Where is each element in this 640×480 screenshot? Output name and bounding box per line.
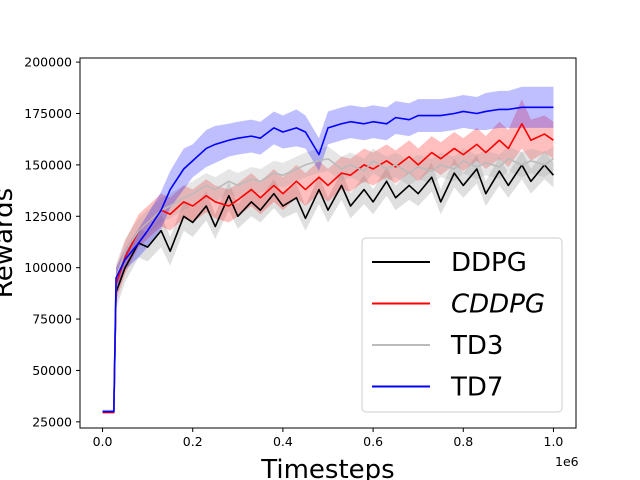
series-lines bbox=[102, 106, 555, 414]
legend-label-ddpg: DDPG bbox=[451, 248, 527, 278]
x-offset-label: 1e6 bbox=[555, 454, 579, 469]
td7-band bbox=[102, 86, 554, 412]
x-tick-label: 1.0 bbox=[544, 434, 564, 449]
x-tick-label: 0.6 bbox=[363, 434, 383, 449]
y-tick-label: 75000 bbox=[32, 312, 72, 327]
legend-label-cddpg: CDDPG bbox=[451, 290, 545, 320]
y-tick-label: 125000 bbox=[24, 209, 72, 224]
x-axis: 0.0 0.2 0.4 0.6 0.8 1.0 bbox=[93, 428, 564, 449]
legend: DDPG CDDPG TD3 TD7 bbox=[361, 237, 563, 413]
y-tick-label: 25000 bbox=[32, 414, 72, 429]
y-axis-label: Rewards bbox=[0, 188, 19, 298]
confidence-bands bbox=[102, 86, 554, 413]
legend-label-td7: TD7 bbox=[450, 373, 503, 403]
x-tick-label: 0.8 bbox=[453, 434, 473, 449]
td7-line bbox=[102, 106, 554, 413]
x-tick-label: 0.2 bbox=[183, 434, 203, 449]
y-tick-label: 50000 bbox=[32, 363, 72, 378]
cddpg-band bbox=[102, 99, 554, 413]
y-tick-label: 200000 bbox=[24, 55, 72, 70]
x-axis-label: Timesteps bbox=[260, 455, 394, 480]
legend-label-td3: TD3 bbox=[450, 331, 503, 361]
y-axis: 25000 50000 75000 100000 125000 150000 175000 2… bbox=[24, 55, 80, 429]
legend-box bbox=[361, 237, 563, 413]
ddpg-line bbox=[102, 164, 555, 413]
y-tick-label: 175000 bbox=[24, 106, 72, 121]
y-tick-label: 150000 bbox=[24, 157, 72, 172]
ddpg-band bbox=[102, 150, 554, 412]
x-tick-label: 0.0 bbox=[93, 434, 113, 449]
plot-frame bbox=[79, 57, 577, 429]
y-tick-label: 100000 bbox=[24, 260, 72, 275]
x-tick-label: 0.4 bbox=[273, 434, 293, 449]
